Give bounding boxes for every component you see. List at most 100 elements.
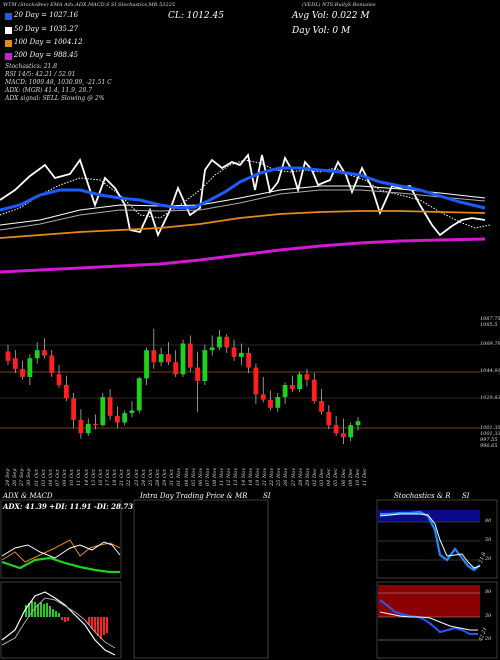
- price-axis-label: 1001.33: [480, 431, 500, 437]
- price-axis-label: 997.55: [480, 437, 498, 443]
- candles-group: [5, 328, 361, 444]
- date-axis-label: 28 Nov: [297, 467, 304, 486]
- stoch-d-line: [379, 513, 481, 569]
- candle-body: [304, 374, 310, 380]
- date-axis-label: 03 Oct: [40, 469, 47, 486]
- stoch-level-80-label: 80: [485, 518, 492, 524]
- price-line: [0, 152, 486, 238]
- date-axis-label: 04 Nov: [183, 467, 190, 486]
- stoch-overbought-zone: [378, 510, 480, 522]
- price-axis-label: 1044.91: [480, 368, 500, 374]
- date-axis-label: 28 Oct: [154, 469, 161, 486]
- ema20-line: [0, 166, 486, 212]
- ema100-label: 100 Day = 1004.12: [14, 38, 83, 46]
- price-axis-label: 996.65: [480, 443, 498, 449]
- date-axis-label: 02 Dec: [312, 468, 319, 486]
- adx-line: [1, 541, 121, 559]
- candle-body: [355, 421, 361, 426]
- stoch-panel-frame: [376, 499, 498, 579]
- macd-info: MACD: 1009.48, 1030.99, -21.51 C: [5, 79, 112, 86]
- date-axis-label: 10 Dec: [354, 468, 361, 486]
- date-axis-label: 06 Nov: [197, 467, 204, 486]
- adx-panel-title: ADX & MACD: [3, 492, 53, 500]
- ema50-line: [0, 185, 486, 226]
- avg-volume: Avg Vol: 0.022 M: [292, 11, 370, 21]
- candle-body: [122, 413, 128, 423]
- candle-body: [246, 352, 252, 368]
- rsi-info: RSI 14/5: 42.21 / 52.91: [5, 71, 76, 78]
- ema50-swatch: [5, 27, 12, 34]
- candle-body: [253, 367, 259, 395]
- date-axis-label: 31 Oct: [169, 469, 176, 486]
- header-top-line: WTM (StocksBee) EMA Adx,ADX,MACD,S SI,St…: [3, 2, 176, 8]
- candle-body: [5, 351, 11, 361]
- rsi-zone: [378, 585, 480, 617]
- stoch-k-line: [380, 510, 481, 572]
- date-axis-label: 04 Dec: [326, 468, 333, 486]
- date-axis-label: 26 Sep: [12, 468, 19, 486]
- stochastics-info: Stochastics: 21.8: [5, 63, 58, 70]
- candle-body: [144, 350, 149, 379]
- date-axis-label: 21 Nov: [262, 467, 269, 486]
- date-axis-label: 24 Sep: [5, 468, 11, 486]
- candle-body: [42, 350, 47, 356]
- candle-body: [100, 397, 106, 426]
- rsi-level-50-label: 50: [485, 613, 492, 619]
- date-axis-label: 04 Oct: [47, 469, 54, 486]
- adx-minusdi-line: [1, 539, 121, 563]
- candle-body: [71, 398, 77, 420]
- ema200-line: [0, 237, 486, 274]
- candle-body: [348, 425, 354, 438]
- date-axis-label: 26 Nov: [283, 467, 290, 486]
- candle-body: [195, 367, 200, 381]
- candle-body: [268, 399, 273, 408]
- date-axis-label: 14 Nov: [240, 467, 247, 486]
- close-price: CL: 1012.45: [168, 11, 224, 21]
- macd-line: [1, 591, 116, 656]
- date-axis-label: 11 Nov: [219, 467, 226, 486]
- date-axis-label: 07 Oct: [54, 469, 61, 486]
- candle-body: [63, 385, 69, 399]
- date-axis-label: 06 Dec: [340, 468, 347, 486]
- candle-body: [341, 433, 346, 438]
- macd-panel-frame: [0, 581, 122, 659]
- candle-body: [85, 423, 91, 434]
- date-axis-label: 21 Oct: [119, 469, 126, 486]
- date-axis-label: 01 Nov: [176, 467, 183, 486]
- macd-signal-line: [1, 597, 116, 649]
- date-axis-label: 03 Dec: [319, 468, 326, 486]
- candle-body: [187, 343, 193, 368]
- date-axis-label: 15 Oct: [90, 469, 97, 486]
- date-axis-label: 29 Oct: [162, 469, 169, 486]
- date-axis-label: 07 Nov: [204, 467, 211, 486]
- date-axis-label: 29 Nov: [304, 467, 311, 486]
- date-axis-label: 27 Nov: [290, 467, 297, 486]
- adx-signal: ADX signal: SELL Slowing @ 2%: [5, 95, 105, 102]
- candle-body: [20, 368, 25, 377]
- candle-body: [224, 336, 230, 348]
- candle-body: [173, 362, 179, 375]
- rsi-line: [379, 599, 478, 635]
- rsi-panel-frame: [376, 581, 498, 659]
- stoch-level-50-label: 50: [485, 537, 492, 543]
- date-axis-label: 19 Nov: [254, 467, 261, 486]
- price-axis-label: 1029.83: [480, 395, 500, 401]
- candle-body: [27, 358, 33, 377]
- stoch-level-20-label: 20: [485, 556, 492, 562]
- candle-body: [238, 352, 244, 357]
- stoch-panel-title: Stochastics & R: [394, 492, 451, 500]
- candle-body: [311, 379, 317, 402]
- candle-body: [180, 343, 186, 375]
- candle-body: [319, 401, 324, 412]
- main-price-chart: [0, 152, 491, 444]
- candle-body: [107, 397, 113, 416]
- ema200-label: 200 Day = 988.45: [14, 51, 79, 59]
- candle-body: [166, 354, 171, 363]
- ema50-line-b: [0, 189, 486, 231]
- candle-body: [56, 374, 62, 385]
- date-axis-label: 24 Oct: [140, 469, 147, 486]
- date-axis-label: 09 Oct: [62, 469, 69, 486]
- candle-body: [136, 378, 142, 411]
- candle-body: [297, 374, 303, 390]
